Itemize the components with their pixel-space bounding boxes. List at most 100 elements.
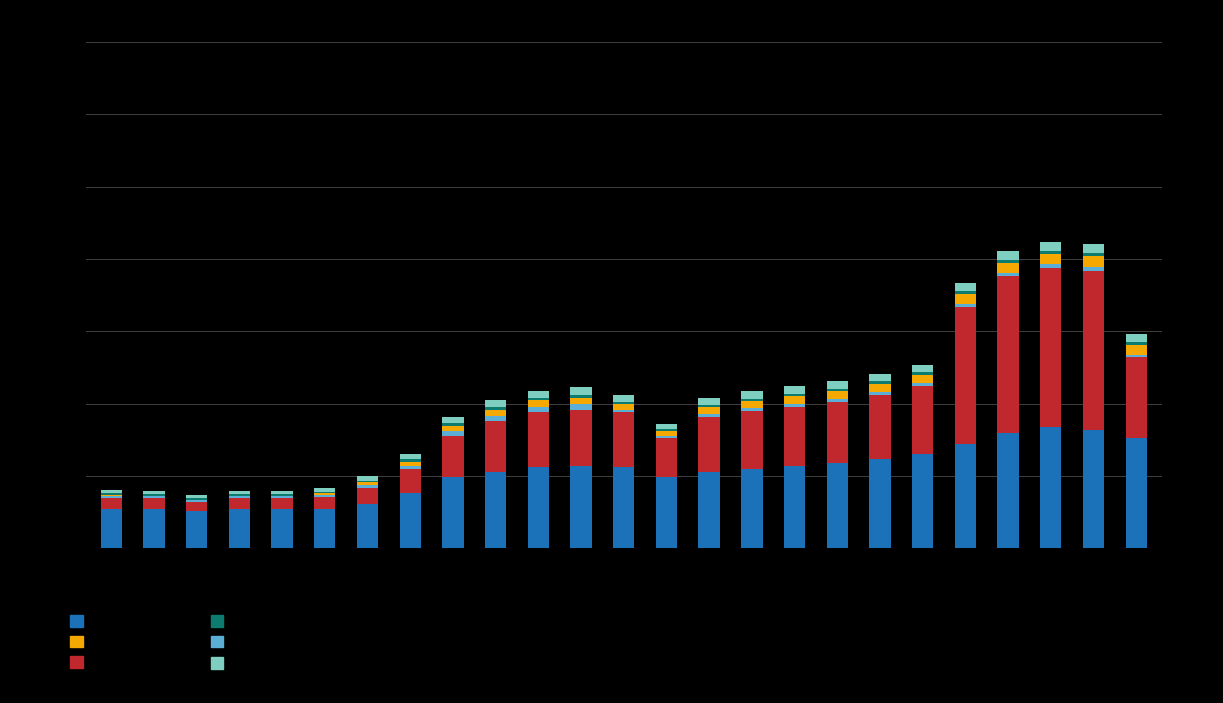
Bar — [613, 395, 635, 402]
Bar — [229, 491, 249, 494]
Bar — [527, 391, 549, 398]
Bar — [912, 365, 933, 372]
Bar — [998, 251, 1019, 259]
Bar — [100, 494, 122, 495]
Bar — [443, 417, 464, 423]
Bar — [486, 410, 506, 416]
Bar — [613, 467, 635, 548]
Bar — [870, 395, 890, 458]
Bar — [186, 500, 208, 501]
Bar — [912, 387, 933, 454]
Bar — [143, 496, 165, 498]
Bar — [955, 283, 976, 291]
Bar — [400, 465, 421, 469]
Bar — [143, 494, 165, 496]
Bar — [870, 392, 890, 395]
Bar — [784, 466, 805, 548]
Bar — [656, 437, 678, 439]
Bar — [698, 405, 720, 407]
Bar — [912, 383, 933, 387]
Bar — [527, 413, 549, 467]
Bar — [1040, 254, 1062, 264]
Bar — [1125, 334, 1147, 342]
Bar — [741, 401, 762, 408]
Bar — [400, 494, 421, 548]
Bar — [827, 402, 848, 463]
Bar — [314, 494, 335, 495]
Bar — [1125, 345, 1147, 354]
Bar — [486, 407, 506, 410]
Bar — [656, 430, 678, 431]
Bar — [698, 407, 720, 414]
Bar — [955, 444, 976, 548]
Bar — [784, 404, 805, 406]
Bar — [1082, 252, 1104, 256]
Bar — [400, 459, 421, 462]
Bar — [100, 498, 122, 509]
Bar — [613, 413, 635, 467]
Bar — [741, 408, 762, 411]
Bar — [570, 395, 592, 397]
Bar — [870, 458, 890, 548]
Bar — [357, 482, 378, 485]
Bar — [272, 496, 292, 498]
Bar — [613, 404, 635, 410]
Bar — [1082, 430, 1104, 548]
Bar — [186, 501, 208, 502]
Bar — [570, 397, 592, 404]
Bar — [955, 291, 976, 295]
Bar — [186, 496, 208, 498]
Bar — [998, 432, 1019, 548]
Bar — [784, 406, 805, 466]
Bar — [741, 469, 762, 548]
Bar — [400, 454, 421, 459]
Bar — [955, 307, 976, 444]
Bar — [486, 400, 506, 407]
Bar — [100, 496, 122, 498]
Bar — [357, 476, 378, 481]
Bar — [314, 488, 335, 492]
Bar — [527, 467, 549, 548]
Bar — [314, 495, 335, 497]
Bar — [955, 295, 976, 304]
Bar — [357, 488, 378, 503]
Bar — [998, 276, 1019, 432]
Bar — [613, 402, 635, 404]
Bar — [570, 410, 592, 466]
Bar — [870, 373, 890, 381]
Bar — [527, 407, 549, 413]
Bar — [1125, 439, 1147, 548]
Bar — [912, 372, 933, 375]
Bar — [527, 401, 549, 407]
Bar — [143, 491, 165, 494]
Bar — [870, 381, 890, 384]
Bar — [357, 503, 378, 548]
Bar — [229, 494, 249, 496]
Bar — [1040, 264, 1062, 268]
Bar — [698, 397, 720, 405]
Bar — [486, 416, 506, 421]
Bar — [827, 399, 848, 402]
Bar — [357, 481, 378, 482]
Bar — [1082, 271, 1104, 430]
Bar — [741, 391, 762, 399]
Bar — [1040, 243, 1062, 251]
Bar — [272, 498, 292, 509]
Bar — [100, 509, 122, 548]
Legend: Banker, Kommuner, Riksbanken, Staten, Bostadsinstitut, Övriga: Banker, Kommuner, Riksbanken, Staten, Bo… — [71, 615, 323, 670]
Bar — [827, 389, 848, 392]
Bar — [186, 502, 208, 512]
Bar — [400, 469, 421, 494]
Bar — [613, 410, 635, 413]
Bar — [400, 462, 421, 465]
Bar — [314, 508, 335, 548]
Bar — [998, 273, 1019, 276]
Bar — [314, 497, 335, 508]
Bar — [827, 463, 848, 548]
Bar — [698, 472, 720, 548]
Bar — [443, 477, 464, 548]
Bar — [912, 454, 933, 548]
Bar — [186, 498, 208, 500]
Bar — [741, 411, 762, 469]
Bar — [143, 509, 165, 548]
